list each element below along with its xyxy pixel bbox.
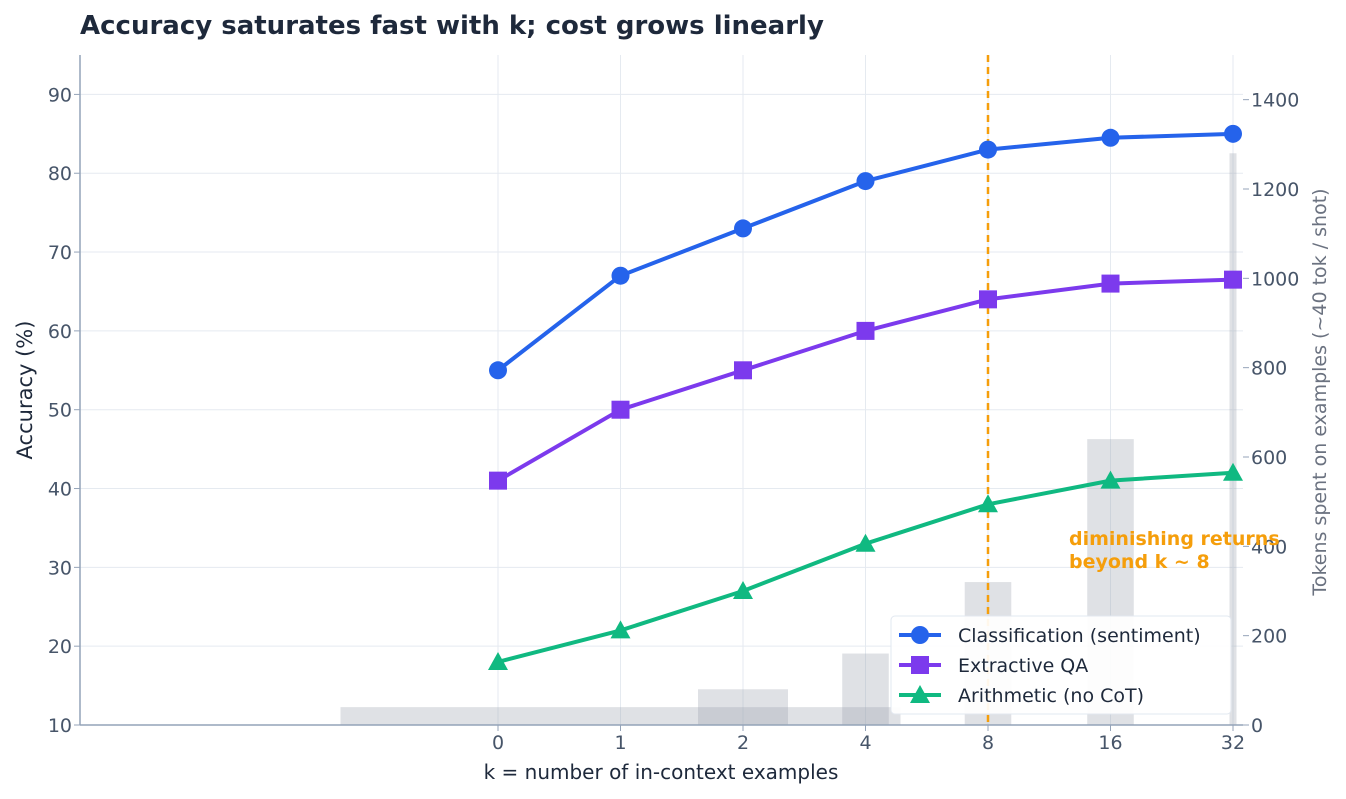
y2-tick-label: 400 [1251, 536, 1287, 558]
y2-tick-label: 600 [1251, 447, 1287, 469]
y-tick-label: 20 [48, 636, 72, 658]
y-tick-label: 70 [48, 242, 72, 264]
data-point [488, 651, 508, 670]
x-tick-label: 1 [614, 732, 626, 754]
legend-label-extractive-qa: Extractive QA [958, 655, 1088, 677]
x-tick-label: 32 [1221, 732, 1245, 754]
x-tick-label: 16 [1098, 732, 1122, 754]
y-tick-label: 50 [48, 400, 72, 422]
data-point [1101, 274, 1120, 293]
annotation-line-1: diminishing returns [1069, 528, 1280, 550]
data-point [978, 494, 998, 513]
data-point [489, 471, 507, 490]
data-point [734, 219, 752, 238]
data-point [856, 172, 875, 191]
y-tick-label: 40 [48, 479, 72, 501]
y2-tick-label: 0 [1251, 715, 1263, 737]
chart-title: Accuracy saturates fast with k; cost gro… [80, 11, 824, 41]
x-tick-label: 8 [982, 732, 994, 754]
data-point [734, 361, 752, 380]
x-tick-label: 0 [492, 732, 504, 754]
legend-label-arithmetic: Arithmetic (no CoT) [958, 685, 1144, 707]
y2-tick-label: 1000 [1251, 268, 1299, 290]
token-bar [340, 707, 901, 725]
data-point [1223, 462, 1243, 481]
y-tick-label: 10 [48, 715, 72, 737]
x-axis-label: k = number of in-context examples [484, 760, 839, 784]
data-point [733, 581, 753, 599]
legend: Classification (sentiment) Extractive QA… [890, 615, 1232, 715]
y-tick-label: 80 [48, 163, 72, 185]
legend-swatch-marker [910, 685, 930, 703]
data-point [611, 266, 630, 285]
y2-tick-label: 200 [1251, 626, 1287, 648]
y-tick-label: 60 [48, 321, 72, 343]
y2-tick-label: 1400 [1251, 90, 1299, 112]
token-bar [1229, 153, 1237, 725]
data-point [1100, 470, 1121, 489]
annotation-layer: diminishing returns beyond k ~ 8 [1069, 528, 1280, 573]
data-point [856, 321, 875, 340]
legend-swatch-marker [911, 656, 929, 674]
data-point [979, 290, 997, 309]
token-bar [842, 653, 889, 725]
x-tick-label: 4 [859, 732, 871, 754]
data-point [611, 400, 630, 419]
data-point [610, 620, 631, 639]
y-tick-label: 90 [48, 84, 72, 106]
data-point [855, 533, 876, 552]
y2-tick-label: 800 [1251, 358, 1287, 380]
data-point [489, 361, 507, 380]
series-layer [488, 124, 1243, 670]
y-axis-label: Accuracy (%) [13, 321, 37, 460]
token-bar [698, 689, 788, 725]
legend-label-classification: Classification (sentiment) [958, 625, 1201, 647]
legend-box [890, 615, 1232, 715]
data-point [1224, 270, 1242, 289]
legend-swatch-marker [911, 626, 929, 644]
data-point [1224, 124, 1242, 143]
y2-axis-label: Tokens spent on examples (~40 tok / shot… [1309, 188, 1331, 596]
annotation-line-2: beyond k ~ 8 [1069, 551, 1210, 573]
y2-tick-label: 1200 [1251, 179, 1299, 201]
y-tick-label: 30 [48, 557, 72, 579]
x-tick-label: 2 [737, 732, 749, 754]
axes-layer: 10 20 30 40 50 60 70 80 90 0 1 2 4 8 16 32 0 200 400 600 800… [48, 55, 1299, 754]
data-point [1101, 128, 1120, 147]
data-point [979, 140, 997, 159]
